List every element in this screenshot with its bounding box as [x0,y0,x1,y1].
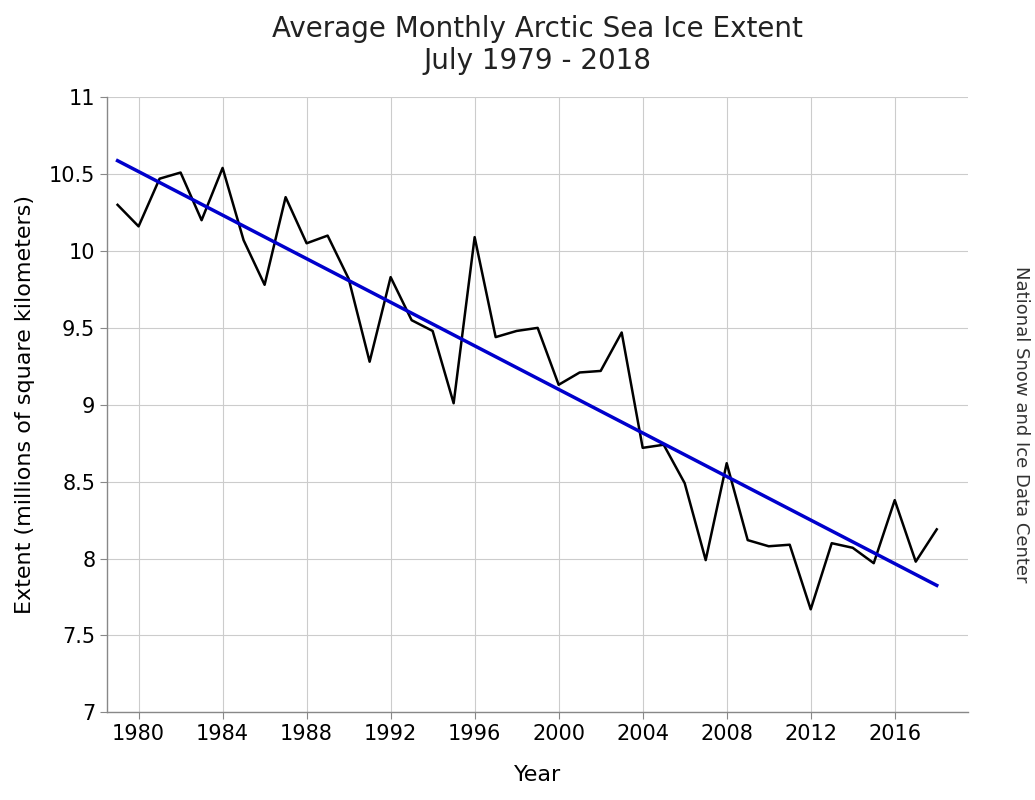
Y-axis label: Extent (millions of square kilometers): Extent (millions of square kilometers) [14,195,35,614]
Text: National Snow and Ice Data Center: National Snow and Ice Data Center [1012,266,1030,582]
Title: Average Monthly Arctic Sea Ice Extent
July 1979 - 2018: Average Monthly Arctic Sea Ice Extent Ju… [272,15,803,75]
X-axis label: Year: Year [514,765,561,785]
